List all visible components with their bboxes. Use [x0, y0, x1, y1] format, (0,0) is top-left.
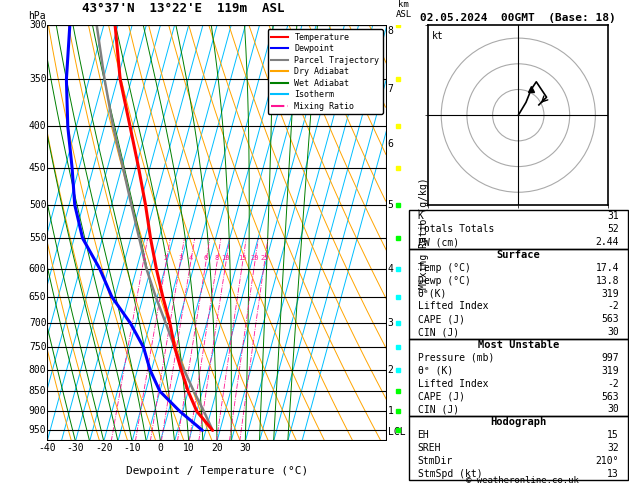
Text: 950: 950: [29, 425, 47, 435]
Text: 8: 8: [387, 26, 393, 36]
Text: -40: -40: [38, 443, 56, 453]
Text: Dewpoint / Temperature (°C): Dewpoint / Temperature (°C): [126, 466, 308, 476]
Text: 563: 563: [601, 392, 619, 401]
Text: 600: 600: [29, 264, 47, 274]
Text: hPa: hPa: [28, 11, 46, 21]
Text: 563: 563: [601, 314, 619, 324]
Text: 15: 15: [607, 430, 619, 440]
Text: 10: 10: [221, 255, 230, 261]
Text: 900: 900: [29, 406, 47, 417]
Text: Most Unstable: Most Unstable: [477, 340, 559, 350]
Text: 350: 350: [29, 74, 47, 85]
Text: 850: 850: [29, 386, 47, 396]
Text: Pressure (mb): Pressure (mb): [418, 353, 494, 363]
Text: 15: 15: [238, 255, 247, 261]
Text: CAPE (J): CAPE (J): [418, 314, 465, 324]
Text: 10: 10: [183, 443, 194, 453]
Text: 13.8: 13.8: [596, 276, 619, 286]
Text: 31: 31: [607, 211, 619, 222]
Legend: Temperature, Dewpoint, Parcel Trajectory, Dry Adiabat, Wet Adiabat, Isotherm, Mi: Temperature, Dewpoint, Parcel Trajectory…: [268, 30, 382, 114]
Text: 1: 1: [387, 406, 393, 417]
Text: 02.05.2024  00GMT  (Base: 18): 02.05.2024 00GMT (Base: 18): [420, 13, 616, 23]
Text: kt: kt: [432, 31, 443, 41]
Text: 52: 52: [607, 224, 619, 234]
Text: 0: 0: [157, 443, 164, 453]
Text: 2.44: 2.44: [596, 237, 619, 247]
Text: 2: 2: [164, 255, 168, 261]
Text: SREH: SREH: [418, 443, 441, 453]
Text: θᵉ(K): θᵉ(K): [418, 289, 447, 298]
Text: 30: 30: [240, 443, 251, 453]
Text: LCL: LCL: [387, 427, 405, 437]
Text: 30: 30: [607, 327, 619, 337]
Text: 6: 6: [387, 139, 393, 149]
Text: Hodograph: Hodograph: [490, 417, 547, 427]
Text: 210°: 210°: [596, 456, 619, 466]
Text: Mixing Ratio (g/kg): Mixing Ratio (g/kg): [419, 177, 429, 289]
Text: Lifted Index: Lifted Index: [418, 379, 488, 389]
Text: 5: 5: [387, 200, 393, 210]
Text: 700: 700: [29, 318, 47, 328]
Text: 43°37'N  13°22'E  119m  ASL: 43°37'N 13°22'E 119m ASL: [82, 2, 284, 15]
Text: CAPE (J): CAPE (J): [418, 392, 465, 401]
Text: 650: 650: [29, 292, 47, 302]
Text: 30: 30: [607, 404, 619, 415]
Text: 4: 4: [387, 264, 393, 274]
Text: -2: -2: [607, 379, 619, 389]
Bar: [409, 210, 628, 248]
Text: K: K: [418, 211, 423, 222]
Text: PW (cm): PW (cm): [418, 237, 459, 247]
Text: 17.4: 17.4: [596, 263, 619, 273]
Text: 13: 13: [607, 469, 619, 479]
Text: StmDir: StmDir: [418, 456, 453, 466]
Text: 20: 20: [211, 443, 223, 453]
Bar: [409, 248, 628, 339]
Text: 2: 2: [387, 365, 393, 375]
Bar: [409, 339, 628, 416]
Text: -2: -2: [607, 301, 619, 312]
Text: -30: -30: [67, 443, 84, 453]
Text: © weatheronline.co.uk: © weatheronline.co.uk: [465, 476, 579, 485]
Text: 6: 6: [204, 255, 208, 261]
Text: 32: 32: [607, 443, 619, 453]
Text: 8: 8: [215, 255, 219, 261]
Text: 1: 1: [141, 255, 145, 261]
Text: 997: 997: [601, 353, 619, 363]
Text: 7: 7: [387, 85, 393, 94]
Text: 400: 400: [29, 122, 47, 131]
Text: 450: 450: [29, 163, 47, 173]
Text: StmSpd (kt): StmSpd (kt): [418, 469, 482, 479]
Text: CIN (J): CIN (J): [418, 327, 459, 337]
Text: 800: 800: [29, 365, 47, 375]
Text: 550: 550: [29, 233, 47, 243]
Text: km
ASL: km ASL: [396, 0, 412, 19]
Text: 319: 319: [601, 289, 619, 298]
Text: 3: 3: [387, 318, 393, 328]
Text: Temp (°C): Temp (°C): [418, 263, 470, 273]
Bar: [409, 416, 628, 480]
Text: 750: 750: [29, 342, 47, 352]
Text: 20: 20: [250, 255, 259, 261]
Text: 3: 3: [178, 255, 182, 261]
Text: -10: -10: [123, 443, 141, 453]
Text: Lifted Index: Lifted Index: [418, 301, 488, 312]
Text: -20: -20: [95, 443, 113, 453]
Text: CIN (J): CIN (J): [418, 404, 459, 415]
Text: 25: 25: [260, 255, 269, 261]
Text: 4: 4: [189, 255, 192, 261]
Text: 319: 319: [601, 366, 619, 376]
Text: Dewp (°C): Dewp (°C): [418, 276, 470, 286]
Text: Totals Totals: Totals Totals: [418, 224, 494, 234]
Text: 500: 500: [29, 200, 47, 210]
Text: EH: EH: [418, 430, 430, 440]
Text: Surface: Surface: [496, 250, 540, 260]
Text: θᵉ (K): θᵉ (K): [418, 366, 453, 376]
Text: 300: 300: [29, 20, 47, 30]
